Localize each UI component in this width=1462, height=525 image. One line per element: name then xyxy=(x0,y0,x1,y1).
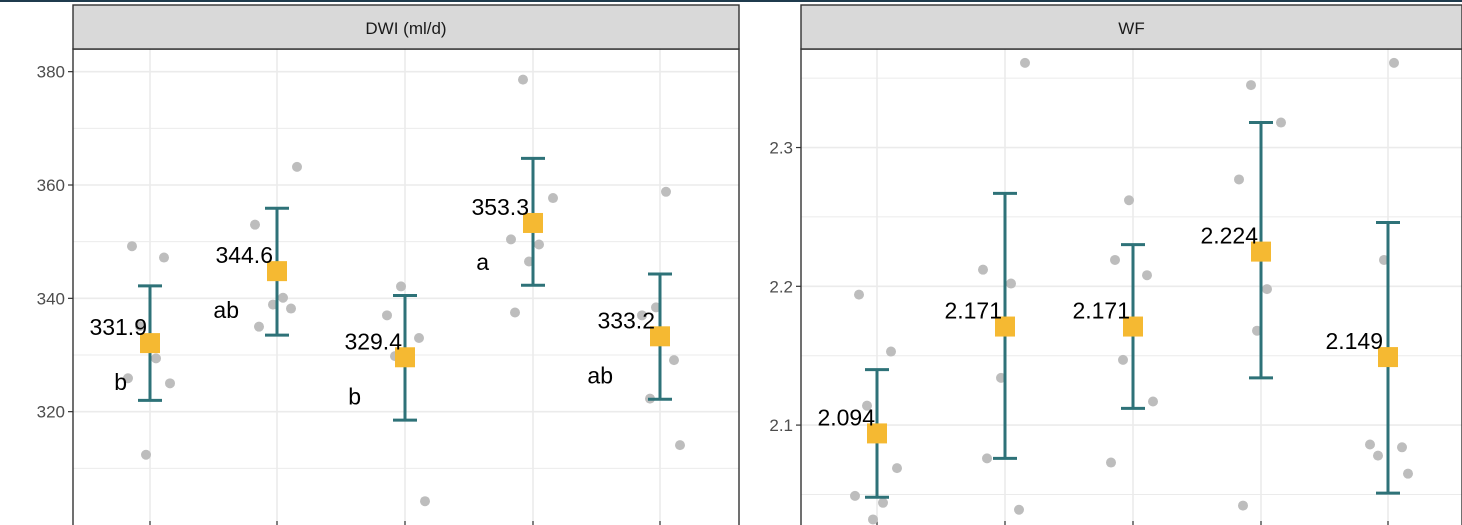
y-tick-label: 380 xyxy=(37,63,65,82)
data-point xyxy=(1373,450,1383,461)
mean-marker xyxy=(140,333,160,354)
facet-panel: 320 340 360 380 331.9 b 344.6 ab 329.4 b 353.3 a 333… xyxy=(37,4,740,525)
mean-label: 2.094 xyxy=(817,404,875,430)
y-tick-label: 2.1 xyxy=(769,416,793,435)
data-point xyxy=(1110,254,1120,265)
data-point xyxy=(135,321,145,332)
mean-marker xyxy=(1123,316,1143,337)
panel-background xyxy=(73,49,739,525)
data-point xyxy=(396,281,406,292)
data-point xyxy=(1006,278,1016,289)
data-point xyxy=(1397,442,1407,453)
y-tick-label: 360 xyxy=(37,176,65,195)
facet-panel: 2.1 2.2 2.3 2.094 2.171 2.171 2.224 2.149 WF xyxy=(769,4,1462,525)
data-point xyxy=(141,449,151,460)
data-point xyxy=(1014,504,1024,515)
mean-label: 344.6 xyxy=(215,242,273,268)
data-point xyxy=(1365,439,1375,450)
data-point xyxy=(518,74,528,85)
data-point xyxy=(165,378,175,389)
mean-label: 2.224 xyxy=(1200,223,1258,249)
data-point xyxy=(854,289,864,300)
data-point xyxy=(278,292,288,303)
data-point xyxy=(1389,57,1399,68)
data-point xyxy=(123,373,133,384)
data-point xyxy=(978,264,988,275)
data-point xyxy=(382,310,392,321)
data-point xyxy=(1238,500,1248,511)
group-letter: ab xyxy=(213,297,239,323)
mean-marker xyxy=(395,347,415,368)
mean-marker xyxy=(523,212,543,233)
data-point xyxy=(414,333,424,343)
data-point xyxy=(159,252,169,263)
data-point xyxy=(286,303,296,314)
facet-strip xyxy=(800,4,1462,50)
data-point xyxy=(982,453,992,464)
data-point xyxy=(1124,195,1134,206)
group-letter: a xyxy=(476,249,489,275)
facet-strip-title: DWI (ml/d) xyxy=(365,19,446,38)
data-point xyxy=(661,186,671,197)
data-point xyxy=(1020,57,1030,68)
data-point xyxy=(151,353,161,364)
mean-marker xyxy=(995,316,1015,337)
mean-marker xyxy=(1251,241,1271,262)
group-letter: b xyxy=(348,383,361,409)
data-point xyxy=(127,241,137,252)
mean-marker xyxy=(650,326,670,347)
data-point xyxy=(506,234,516,245)
data-point xyxy=(1106,457,1116,468)
group-letter: b xyxy=(114,369,127,395)
data-point xyxy=(510,307,520,318)
group-letter: ab xyxy=(587,362,613,388)
data-point xyxy=(1246,80,1256,91)
mean-label: 329.4 xyxy=(344,328,402,354)
data-point xyxy=(548,193,558,204)
data-point xyxy=(254,321,264,332)
data-point xyxy=(534,239,544,250)
mean-label: 353.3 xyxy=(471,194,529,220)
data-point xyxy=(637,310,647,321)
y-tick-label: 2.3 xyxy=(769,139,793,158)
mean-marker xyxy=(267,261,287,282)
data-point xyxy=(250,219,260,230)
data-point xyxy=(1262,284,1272,295)
mean-marker xyxy=(1378,347,1398,368)
data-point xyxy=(1148,396,1158,407)
data-point xyxy=(886,346,896,357)
data-point xyxy=(1142,270,1152,281)
mean-label: 2.149 xyxy=(1325,328,1383,354)
top-rule xyxy=(0,0,1462,2)
data-point xyxy=(850,490,860,501)
mean-label: 331.9 xyxy=(89,314,147,340)
mean-label: 2.171 xyxy=(944,298,1002,324)
y-tick-label: 320 xyxy=(37,403,65,422)
data-point xyxy=(1276,117,1286,128)
data-point xyxy=(1234,174,1244,185)
facet-strip xyxy=(72,4,740,50)
data-point xyxy=(420,496,430,507)
mean-label: 333.2 xyxy=(597,307,655,333)
facet-strip-title: WF xyxy=(1118,19,1144,38)
data-point xyxy=(868,514,878,525)
data-point xyxy=(1118,354,1128,365)
y-tick-label: 340 xyxy=(37,289,65,308)
data-point xyxy=(1403,468,1413,479)
data-point xyxy=(292,161,302,172)
y-tick-label: 2.2 xyxy=(769,277,793,296)
mean-label: 2.171 xyxy=(1072,298,1130,324)
data-point xyxy=(669,355,679,366)
data-point xyxy=(892,463,902,474)
data-point xyxy=(862,400,872,411)
data-point xyxy=(675,440,685,451)
data-point xyxy=(878,497,888,508)
mean-marker xyxy=(867,423,887,444)
